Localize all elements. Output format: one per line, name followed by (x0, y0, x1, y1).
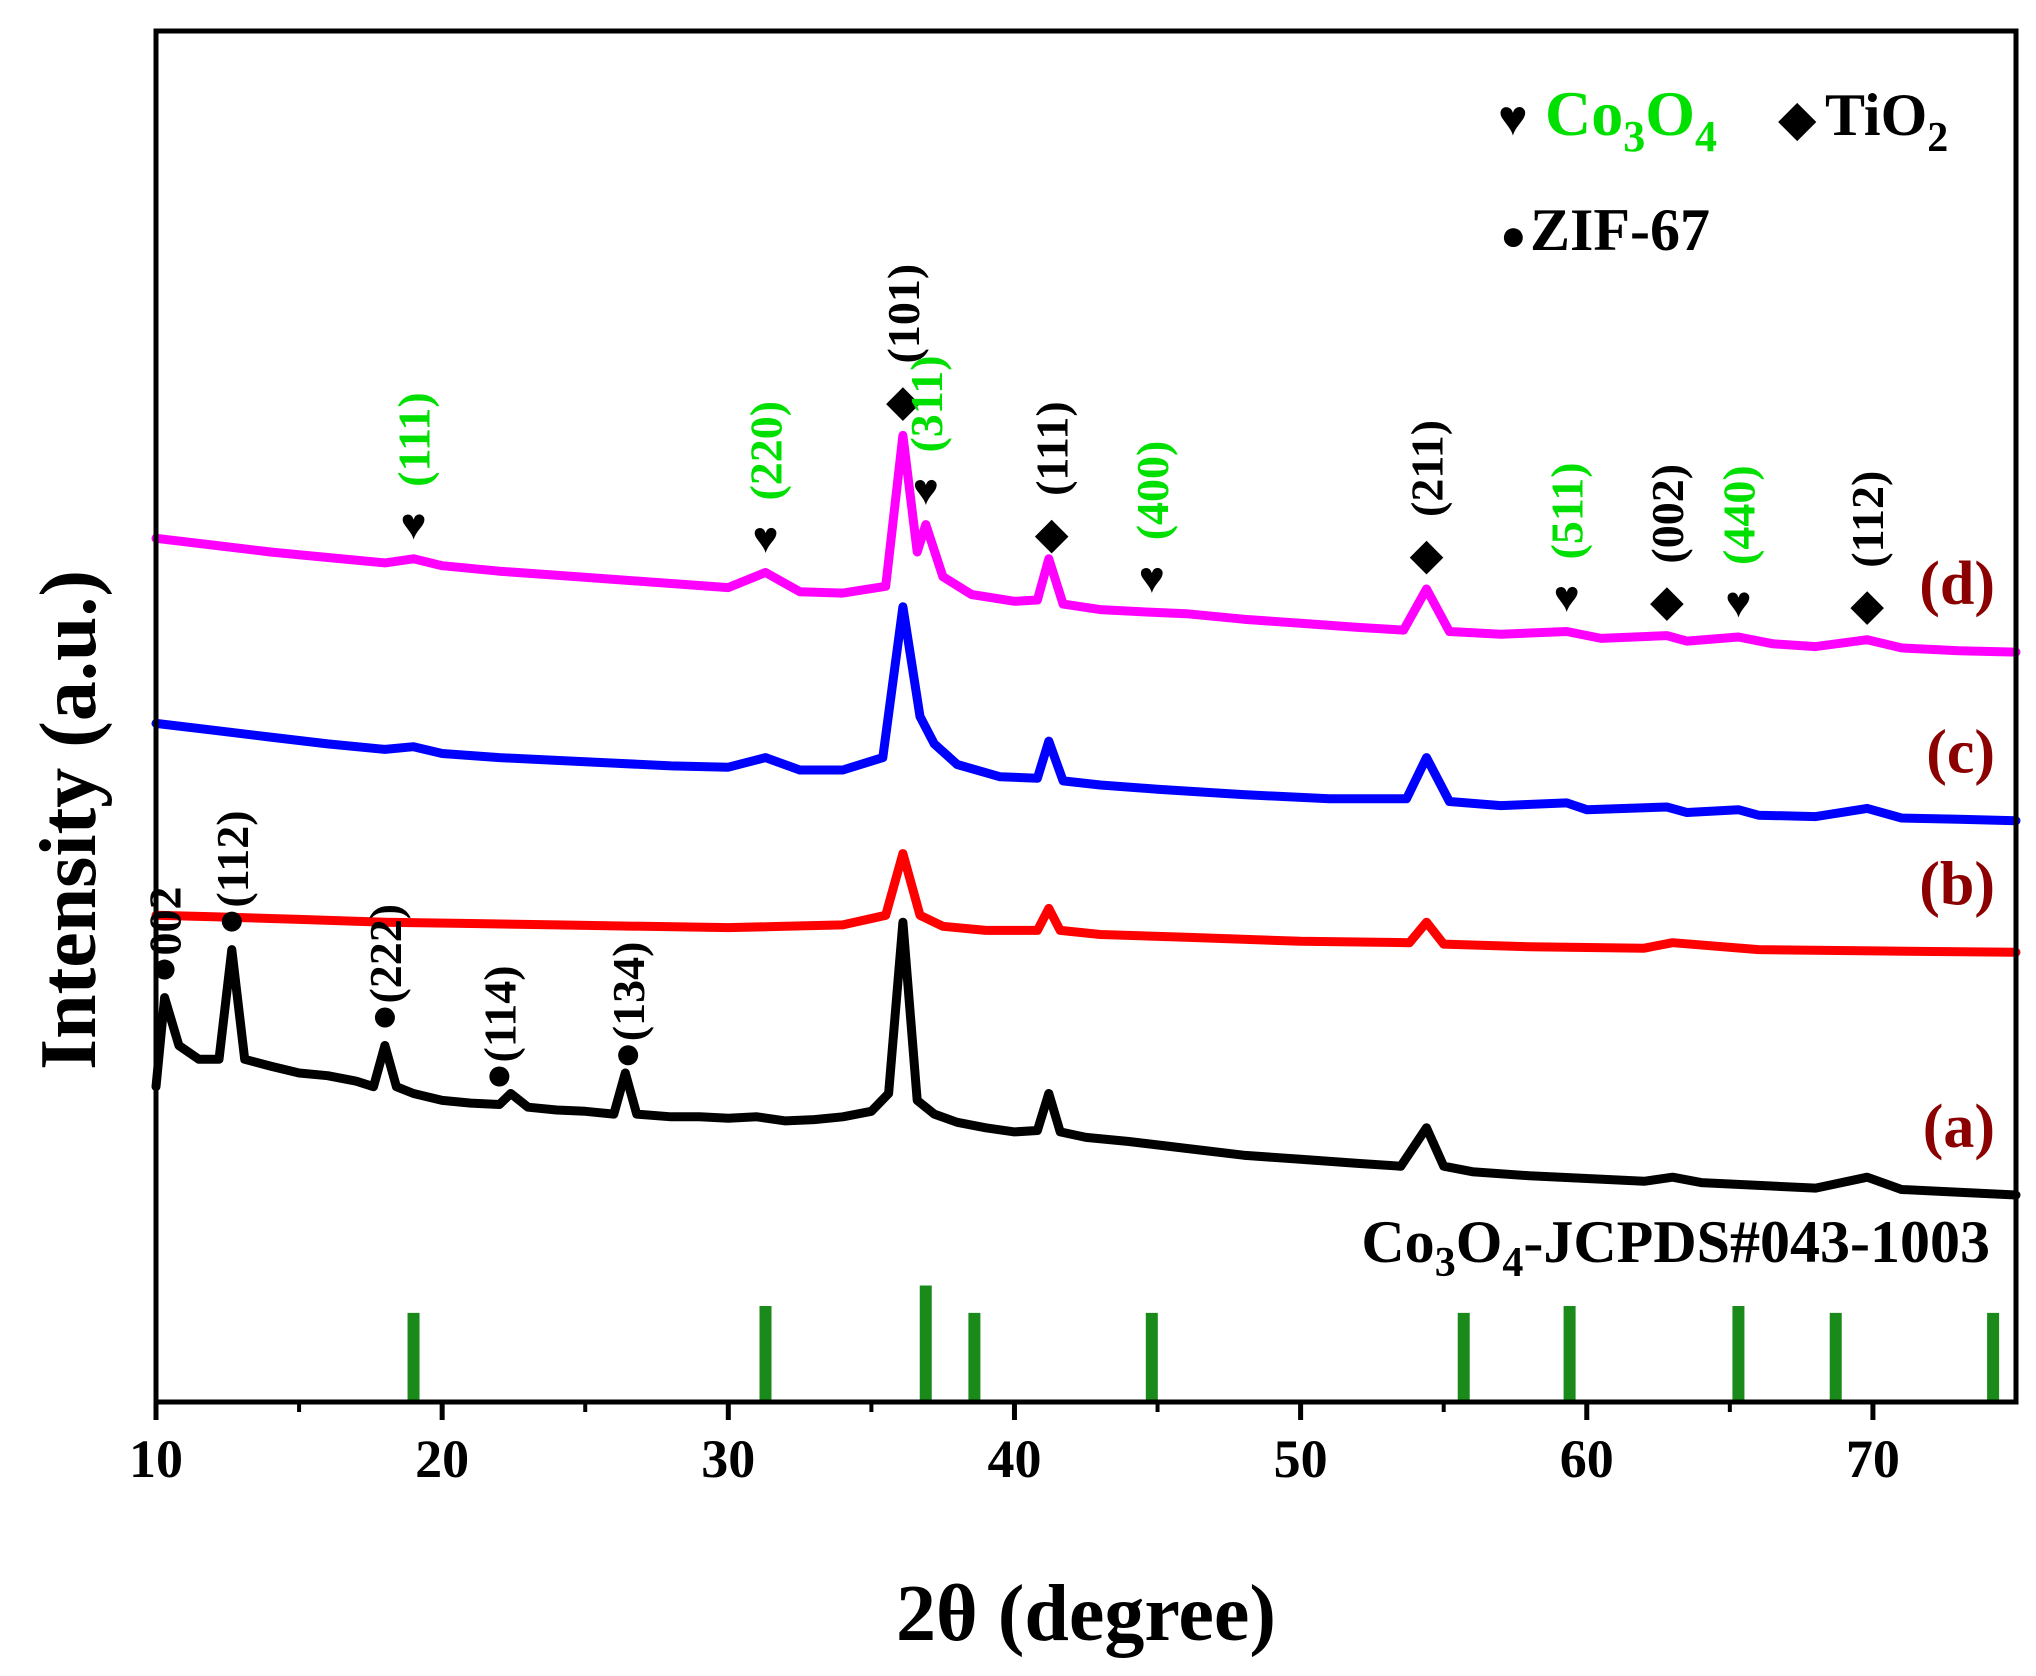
zif-peak-marker (489, 1066, 510, 1087)
x-tick-label: 40 (987, 1429, 1041, 1489)
legend-dot-icon: ● (1500, 211, 1527, 260)
peak-label: (111) (389, 392, 440, 487)
legend-zif67: ZIF-67 (1530, 197, 1710, 263)
peak-label: (211) (1402, 420, 1453, 517)
series-label-1: (b) (1919, 850, 1995, 918)
series-line-0 (151, 917, 2021, 1200)
zif-peak-label: 002 (140, 887, 191, 956)
heart-marker-icon: ♥ (752, 514, 778, 563)
peak-label: (002) (1642, 464, 1693, 564)
peak-label: (220) (741, 401, 792, 501)
zif-peak-label: (112) (207, 810, 258, 907)
x-tick-label: 10 (129, 1429, 183, 1489)
legend-diamond-icon: ◆ (1778, 90, 1817, 146)
zif-peak-marker (154, 959, 175, 980)
zif-peak-marker (618, 1045, 639, 1066)
y-axis-label: Intensity (a.u.) (25, 570, 113, 1070)
peak-label: (440) (1713, 465, 1764, 565)
x-tick-label: 50 (1274, 1429, 1328, 1489)
x-tick-label: 30 (701, 1429, 755, 1489)
heart-marker-icon: ♥ (1725, 578, 1751, 627)
series-label-0: (a) (1923, 1093, 1995, 1161)
zif-peak-label: (134) (603, 942, 654, 1042)
reference-label: Co3O4-JCPDS#043-1003 (1361, 1209, 1990, 1286)
series-label-3: (d) (1919, 550, 1995, 618)
x-axis-label: 2θ (degree) (896, 1570, 1276, 1658)
peak-label: (101) (878, 264, 929, 364)
series-label-2: (c) (1926, 719, 1995, 787)
heart-marker-icon: ♥ (1139, 553, 1165, 602)
x-tick-label: 60 (1560, 1429, 1614, 1489)
peak-label: (111) (1027, 401, 1078, 496)
plot-frame (153, 28, 2019, 1405)
heart-marker-icon: ♥ (400, 500, 426, 549)
diamond-marker-icon: ◆ (1650, 577, 1684, 626)
diamond-marker-icon: ◆ (1850, 581, 1884, 630)
legend-co3o4: Co3O4 (1545, 78, 1717, 161)
x-tick-label: 20 (415, 1429, 469, 1489)
peak-label: (511) (1542, 462, 1593, 559)
legend-tio2: TiO2 (1825, 82, 1948, 161)
peak-label: (311) (901, 355, 952, 452)
peak-label: (112) (1842, 471, 1893, 568)
diamond-marker-icon: ◆ (886, 376, 920, 425)
x-tick-label: 70 (1846, 1429, 1900, 1489)
zif-peak-label: (222) (360, 904, 411, 1004)
series-line-1 (151, 849, 2021, 957)
heart-marker-icon: ♥ (1554, 572, 1580, 621)
peak-label: (400) (1127, 441, 1178, 541)
legend-heart-icon: ♥ (1498, 90, 1528, 146)
series-line-3 (151, 430, 2021, 657)
diamond-marker-icon: ◆ (1410, 530, 1444, 579)
zif-peak-label: (114) (474, 965, 525, 1062)
diamond-marker-icon: ◆ (1035, 509, 1069, 558)
series-line-2 (151, 602, 2021, 826)
zif-peak-marker (374, 1007, 395, 1028)
heart-marker-icon: ♥ (913, 466, 939, 515)
zif-peak-marker (221, 911, 242, 932)
